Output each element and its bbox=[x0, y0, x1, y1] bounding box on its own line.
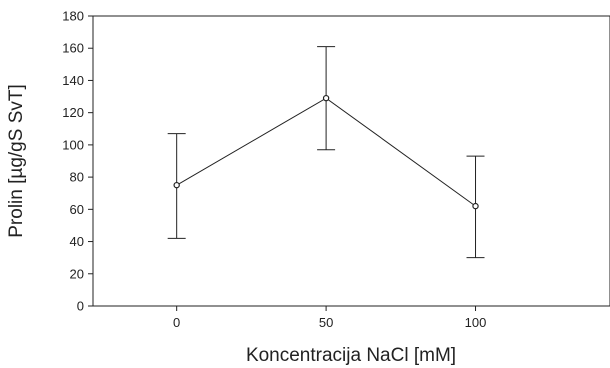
x-tick-label-1: 50 bbox=[319, 315, 333, 330]
y-tick-label-5: 100 bbox=[62, 137, 84, 152]
x-axis-title: Koncentracija NaCl [mM] bbox=[246, 345, 456, 366]
x-tick-label-2: 100 bbox=[465, 315, 487, 330]
y-tick-label-9: 180 bbox=[62, 9, 84, 24]
y-tick-label-4: 80 bbox=[70, 170, 84, 185]
y-tick-label-2: 40 bbox=[70, 234, 84, 249]
plot-frame bbox=[92, 15, 610, 307]
data-point-1 bbox=[322, 94, 330, 102]
x-tick-label-0: 0 bbox=[173, 315, 180, 330]
y-tick-label-3: 60 bbox=[70, 202, 84, 217]
y-axis-title: Prolin [µg/gS SvT] bbox=[6, 84, 27, 238]
y-axis-ticks: 0 20 40 60 80 100 120 140 160 180 bbox=[62, 9, 93, 314]
series-group bbox=[167, 46, 485, 259]
x-axis-ticks: 0 50 100 bbox=[173, 306, 486, 330]
y-tick-label-8: 160 bbox=[62, 41, 84, 56]
y-tick-label-7: 140 bbox=[62, 73, 84, 88]
y-tick-label-0: 0 bbox=[77, 299, 84, 314]
data-point-2 bbox=[472, 202, 479, 210]
data-point-0 bbox=[173, 181, 180, 189]
y-tick-label-6: 120 bbox=[62, 105, 84, 120]
y-tick-label-1: 20 bbox=[70, 266, 84, 281]
